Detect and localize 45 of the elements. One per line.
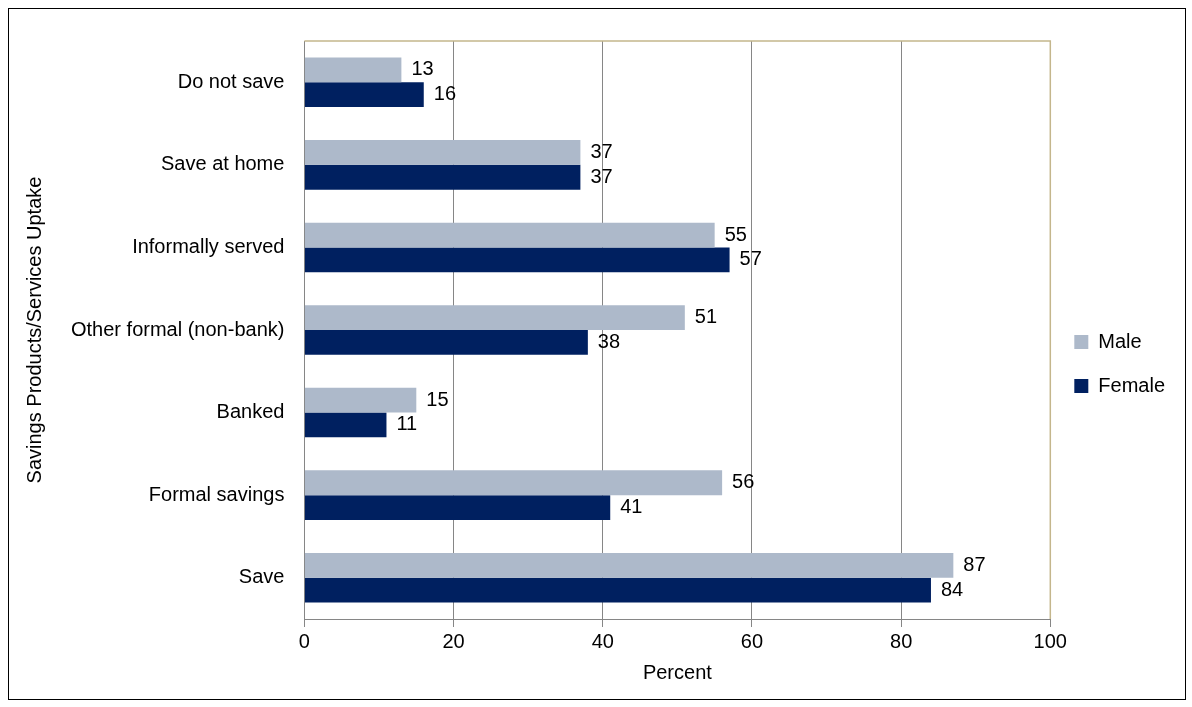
y-tick-label: Save at home — [161, 152, 285, 175]
bar — [304, 495, 611, 520]
bar — [304, 330, 588, 355]
y-tick-label: Other formal (non-bank) — [71, 317, 285, 340]
data-label: 38 — [597, 329, 621, 352]
bar — [304, 222, 715, 248]
y-tick-label: Banked — [216, 400, 285, 423]
bar — [304, 247, 730, 273]
data-label: 41 — [620, 495, 643, 518]
x-tick-label: 40 — [591, 629, 614, 652]
data-label: 16 — [433, 82, 457, 105]
data-label: 51 — [694, 305, 718, 328]
bar — [304, 140, 581, 165]
y-tick-label: Save — [238, 565, 285, 588]
y-tick-label: Formal savings — [148, 482, 285, 505]
x-tick-label: 60 — [740, 629, 764, 652]
data-label: 57 — [739, 247, 762, 270]
bar — [304, 470, 723, 496]
data-label: 55 — [724, 222, 747, 245]
bar — [304, 305, 685, 330]
data-label: 11 — [396, 412, 418, 435]
y-tick-label: Do not save — [177, 69, 285, 92]
x-tick-label: 80 — [890, 629, 913, 652]
x-tick-label: 20 — [442, 629, 465, 652]
data-label: 15 — [426, 387, 449, 410]
legend-label: Male — [1098, 329, 1142, 352]
y-axis-title: Savings Products/Services Uptake — [22, 176, 45, 484]
data-label: 87 — [963, 552, 986, 575]
bar — [304, 387, 417, 413]
x-axis-title: Percent — [642, 660, 713, 683]
bar — [304, 412, 387, 438]
data-label: 13 — [411, 57, 434, 80]
data-label: 84 — [940, 577, 964, 600]
data-label: 37 — [590, 139, 613, 162]
data-label: 37 — [590, 164, 613, 187]
bar — [304, 552, 954, 578]
bar — [304, 577, 931, 603]
legend-label: Female — [1098, 373, 1166, 396]
bar — [304, 164, 581, 190]
x-tick-label: 0 — [298, 629, 310, 652]
bar — [304, 82, 424, 108]
x-tick-label: 100 — [1033, 629, 1067, 652]
data-label: 56 — [732, 470, 755, 493]
y-tick-label: Informally served — [132, 234, 285, 257]
bar — [304, 57, 402, 83]
